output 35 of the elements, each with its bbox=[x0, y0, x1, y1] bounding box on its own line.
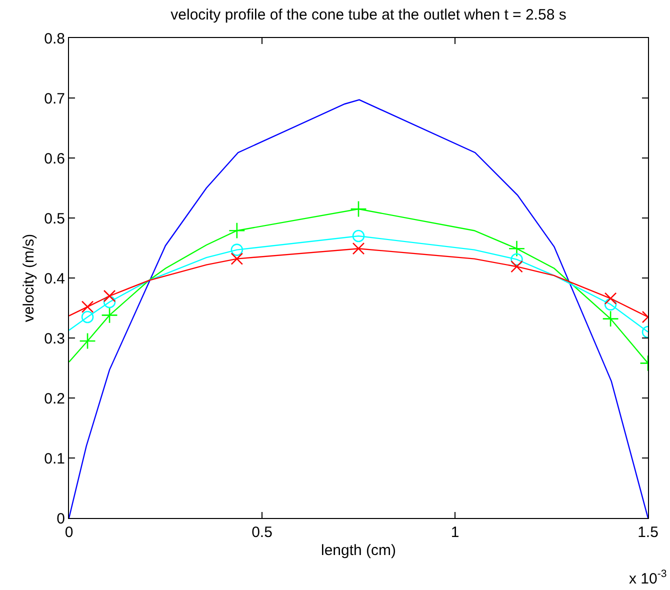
point bbox=[103, 296, 116, 308]
y-tick-label: 0.2 bbox=[44, 390, 65, 408]
y-tick-label: 0.6 bbox=[44, 150, 65, 168]
point bbox=[510, 260, 523, 273]
point bbox=[230, 252, 244, 265]
point bbox=[230, 244, 244, 256]
point bbox=[350, 200, 367, 218]
point bbox=[81, 310, 94, 324]
point bbox=[510, 253, 523, 266]
y-tick-label: 0 bbox=[56, 510, 65, 528]
y-axis-title: velocity (m/s) bbox=[20, 234, 38, 322]
y-tick-label: 0.8 bbox=[44, 30, 65, 48]
x-tick-label: 1 bbox=[450, 524, 460, 541]
y-tick-label: 0.4 bbox=[44, 270, 65, 288]
point bbox=[81, 300, 94, 313]
x-tick-label: 0.5 bbox=[252, 524, 272, 541]
point bbox=[604, 298, 617, 311]
x-tick-label: 1.5 bbox=[638, 524, 658, 541]
text: x 10$^{-3}$ bbox=[629, 568, 667, 588]
point bbox=[228, 222, 246, 239]
y-tick-label: 0.3 bbox=[44, 330, 65, 348]
point bbox=[101, 306, 118, 324]
line-series bbox=[69, 99, 648, 518]
point bbox=[352, 230, 365, 242]
point bbox=[508, 240, 526, 257]
y-tick-label: 0.1 bbox=[44, 450, 65, 468]
point bbox=[604, 292, 617, 305]
point bbox=[602, 310, 619, 328]
y-tick-label: 0.5 bbox=[44, 210, 65, 228]
x-axis-title: length (cm) bbox=[320, 542, 396, 559]
point bbox=[352, 242, 365, 255]
point bbox=[103, 290, 116, 302]
point bbox=[79, 332, 96, 350]
chart-title: velocity profile of the cone tube at the outlet when t = 2.58 s bbox=[170, 6, 566, 24]
y-tick-label: 0.7 bbox=[44, 90, 65, 108]
